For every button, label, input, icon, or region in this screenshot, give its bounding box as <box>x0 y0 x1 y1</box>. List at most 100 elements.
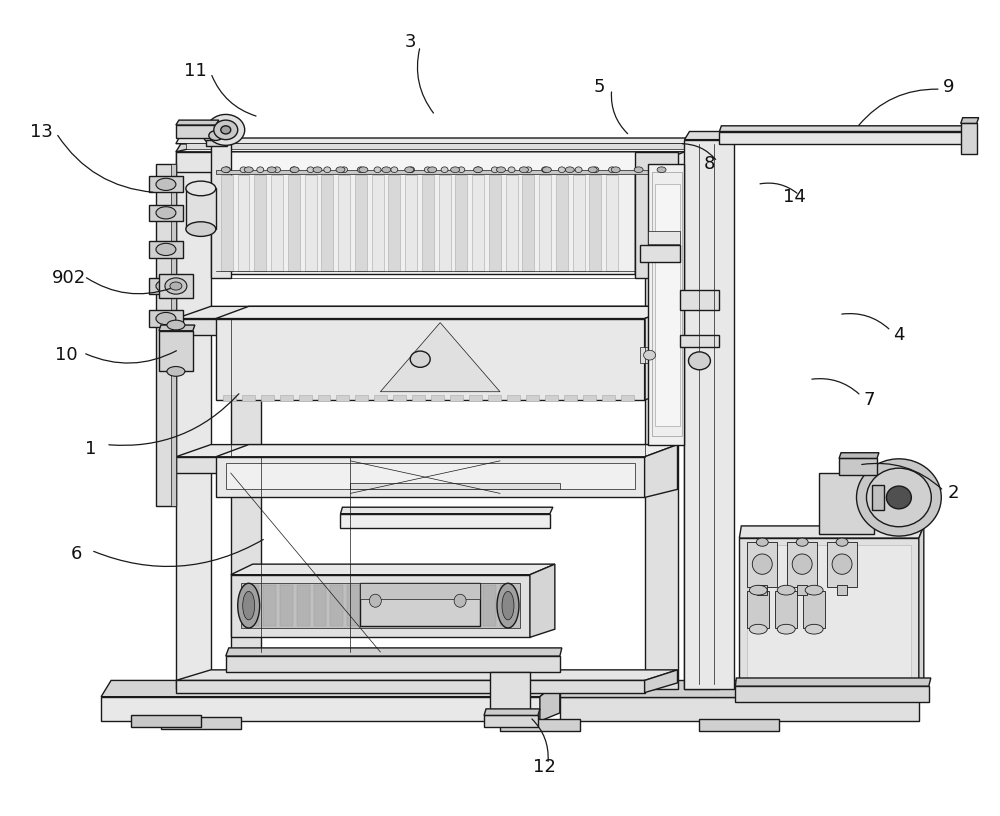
Ellipse shape <box>836 538 848 546</box>
Ellipse shape <box>756 538 768 546</box>
Polygon shape <box>787 542 817 587</box>
Polygon shape <box>149 310 183 326</box>
Polygon shape <box>539 175 551 272</box>
Text: 4: 4 <box>893 326 905 344</box>
Ellipse shape <box>156 280 176 292</box>
Polygon shape <box>299 395 312 401</box>
Polygon shape <box>747 544 911 682</box>
Ellipse shape <box>609 167 616 172</box>
Polygon shape <box>350 483 560 490</box>
Polygon shape <box>211 144 231 278</box>
Ellipse shape <box>558 167 565 172</box>
Ellipse shape <box>170 282 182 290</box>
Polygon shape <box>837 585 847 595</box>
Ellipse shape <box>221 126 231 134</box>
Polygon shape <box>819 473 874 534</box>
Polygon shape <box>735 678 931 686</box>
Ellipse shape <box>357 167 364 172</box>
Polygon shape <box>374 395 387 401</box>
Ellipse shape <box>274 167 281 172</box>
Polygon shape <box>176 120 219 125</box>
Polygon shape <box>159 325 195 330</box>
Polygon shape <box>340 508 553 514</box>
Ellipse shape <box>497 167 505 172</box>
Polygon shape <box>364 585 377 626</box>
Polygon shape <box>176 457 645 473</box>
Polygon shape <box>640 347 660 363</box>
Polygon shape <box>827 542 857 587</box>
Polygon shape <box>645 445 678 498</box>
Ellipse shape <box>502 592 514 620</box>
Polygon shape <box>206 140 227 146</box>
Polygon shape <box>226 656 560 672</box>
Ellipse shape <box>382 167 391 172</box>
Polygon shape <box>684 144 719 172</box>
Ellipse shape <box>592 167 599 172</box>
Polygon shape <box>176 152 684 172</box>
Polygon shape <box>176 152 211 689</box>
Polygon shape <box>216 457 645 498</box>
Ellipse shape <box>257 167 264 172</box>
Polygon shape <box>455 175 467 272</box>
Polygon shape <box>439 175 451 272</box>
Polygon shape <box>466 585 479 626</box>
Polygon shape <box>484 716 538 727</box>
Polygon shape <box>318 395 330 401</box>
Polygon shape <box>216 306 678 318</box>
Polygon shape <box>216 445 678 457</box>
Polygon shape <box>393 395 406 401</box>
Ellipse shape <box>886 486 911 509</box>
Polygon shape <box>648 231 680 244</box>
Polygon shape <box>560 681 919 697</box>
Polygon shape <box>360 583 480 599</box>
Polygon shape <box>176 125 216 138</box>
Polygon shape <box>635 172 678 274</box>
Polygon shape <box>684 131 739 140</box>
Polygon shape <box>223 395 236 401</box>
Polygon shape <box>645 164 678 689</box>
Polygon shape <box>489 175 501 272</box>
Ellipse shape <box>777 624 795 634</box>
Polygon shape <box>684 144 723 152</box>
Polygon shape <box>176 144 216 152</box>
Polygon shape <box>589 175 601 272</box>
Ellipse shape <box>336 167 345 172</box>
Ellipse shape <box>475 167 482 172</box>
Ellipse shape <box>369 594 381 607</box>
Ellipse shape <box>207 114 245 145</box>
Polygon shape <box>340 514 550 528</box>
Polygon shape <box>540 681 560 721</box>
Ellipse shape <box>805 624 823 634</box>
Polygon shape <box>961 123 977 154</box>
Polygon shape <box>606 175 618 272</box>
Polygon shape <box>297 585 310 626</box>
Polygon shape <box>388 175 400 272</box>
Ellipse shape <box>324 167 331 172</box>
Ellipse shape <box>267 167 276 172</box>
Ellipse shape <box>391 167 398 172</box>
Ellipse shape <box>657 167 666 172</box>
Ellipse shape <box>156 206 176 219</box>
Ellipse shape <box>454 594 466 607</box>
Polygon shape <box>839 453 879 459</box>
Ellipse shape <box>186 222 216 237</box>
Polygon shape <box>176 670 678 681</box>
Polygon shape <box>176 318 645 335</box>
Polygon shape <box>680 290 719 310</box>
Polygon shape <box>360 583 480 626</box>
Polygon shape <box>635 152 678 278</box>
Ellipse shape <box>542 167 551 172</box>
Ellipse shape <box>441 167 448 172</box>
Polygon shape <box>314 585 326 626</box>
Polygon shape <box>330 585 343 626</box>
Polygon shape <box>872 486 884 510</box>
Polygon shape <box>280 395 293 401</box>
Text: 11: 11 <box>184 61 207 79</box>
Ellipse shape <box>634 167 643 172</box>
Ellipse shape <box>341 167 348 172</box>
Polygon shape <box>699 719 779 731</box>
Text: 7: 7 <box>863 391 875 409</box>
Text: 10: 10 <box>55 346 78 364</box>
Ellipse shape <box>688 352 710 370</box>
Polygon shape <box>231 564 555 574</box>
